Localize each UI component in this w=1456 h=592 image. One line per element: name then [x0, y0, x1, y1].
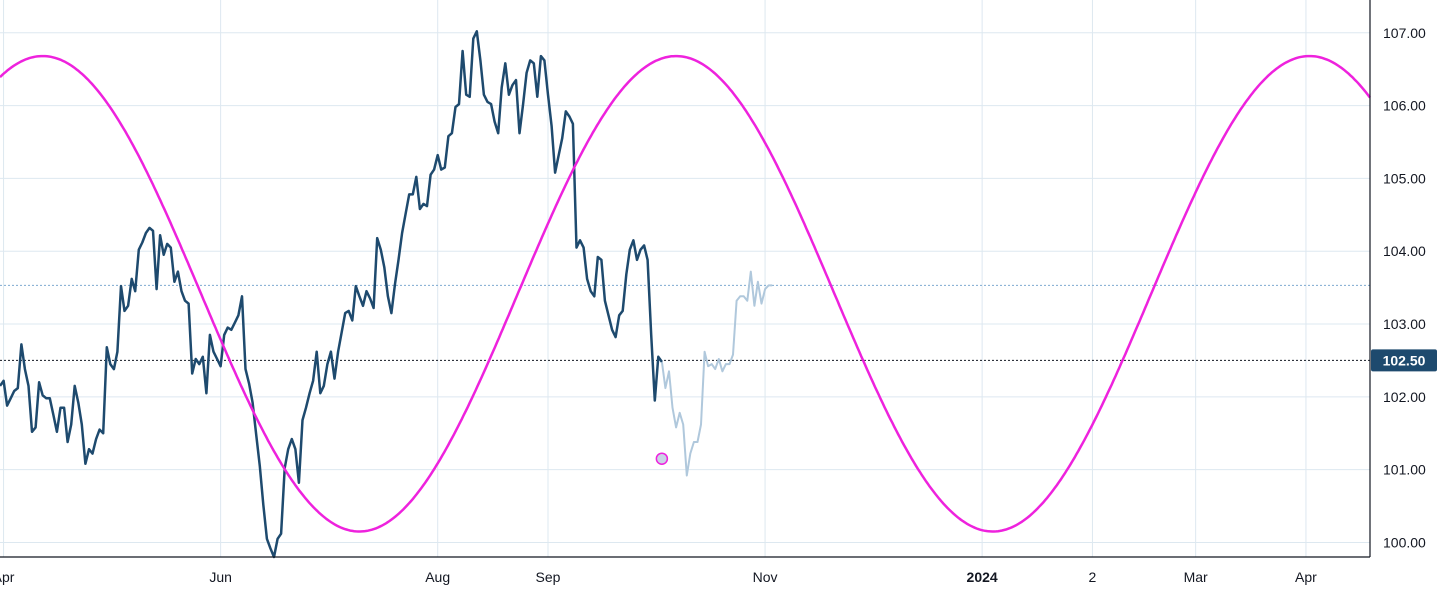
price-axis-label: 106.00 [1383, 98, 1426, 114]
time-axis-label: 2 [1089, 569, 1097, 585]
price-axis-labels: 100.00 101.00 102.00 103.00 104.00 105.00 106.… [1383, 25, 1426, 551]
price-axis-label: 100.00 [1383, 534, 1426, 550]
price-axis-label: 105.00 [1383, 170, 1426, 186]
horizontal-gridlines [0, 32, 1370, 543]
time-axis-label: Jun [209, 569, 232, 585]
time-axis-labels: Apr Jun Aug Sep Nov 2024 2 Mar Apr [0, 569, 1317, 585]
price-axis-label: 107.00 [1383, 25, 1426, 41]
price-series-line [0, 30, 663, 559]
time-axis-label: Nov [753, 569, 778, 585]
vertical-gridlines [3, 0, 1307, 557]
current-price-badge-label: 102.50 [1383, 352, 1426, 368]
price-axis-label: 103.00 [1383, 316, 1426, 332]
time-axis-label: Apr [0, 569, 15, 585]
time-axis-label: Sep [536, 569, 561, 585]
current-price-badge: 102.50 [1371, 349, 1437, 372]
time-axis-label: Apr [1295, 569, 1317, 585]
cycle-marker-dot[interactable] [655, 452, 669, 465]
time-axis-label: 2024 [967, 569, 998, 585]
cycle-wave-line [0, 54, 1371, 533]
price-axis-label: 104.00 [1383, 243, 1426, 259]
time-axis-label: Mar [1184, 569, 1208, 585]
price-axis-label: 102.00 [1383, 389, 1426, 405]
price-axis-label: 101.00 [1383, 462, 1426, 478]
time-axis-label: Aug [425, 569, 450, 585]
projection-series-line [660, 270, 773, 477]
current-price-badge-bg [1371, 349, 1437, 372]
